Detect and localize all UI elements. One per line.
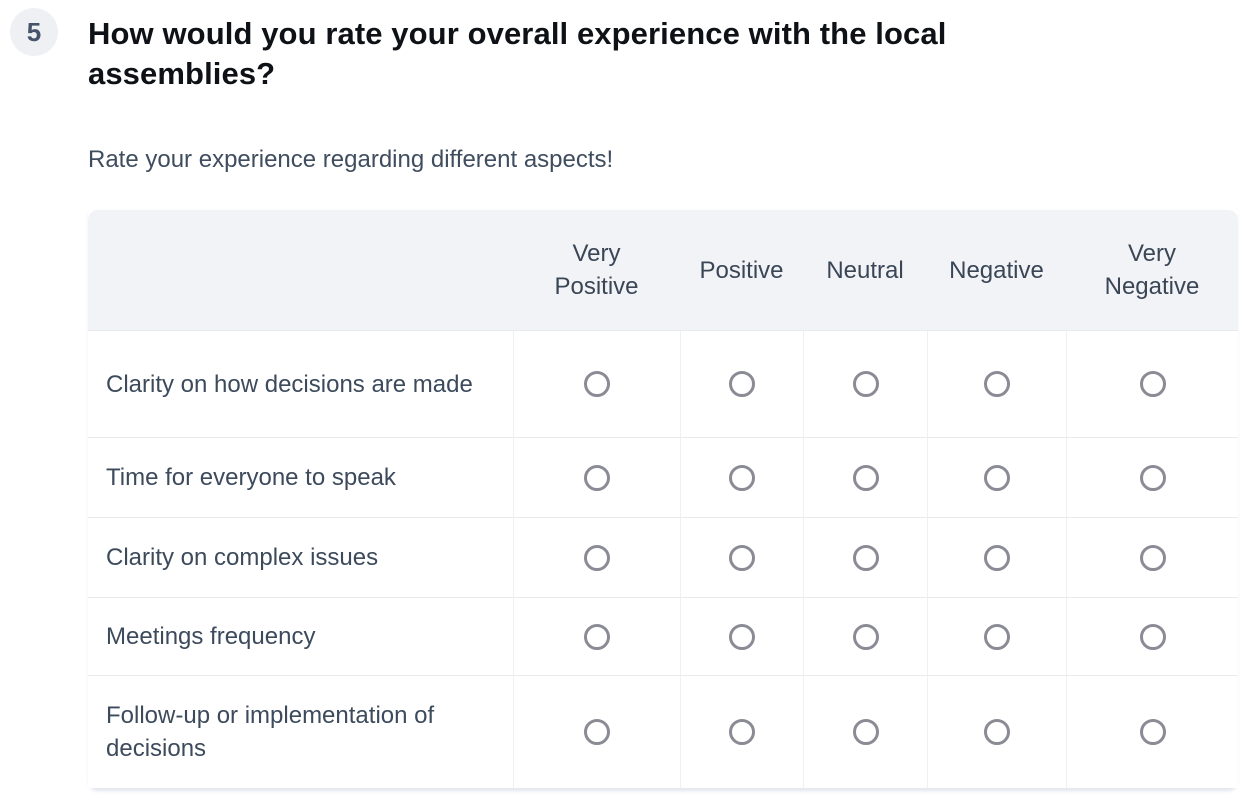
- radio-row3-col2[interactable]: [852, 623, 879, 650]
- matrix-cell: [513, 517, 680, 597]
- radio-row0-col3[interactable]: [984, 371, 1010, 397]
- matrix-cell: [680, 437, 803, 517]
- matrix-cell: [803, 597, 927, 675]
- radio-row4-col3[interactable]: [984, 719, 1010, 745]
- matrix-column-header-label: Very Negative: [1104, 240, 1200, 300]
- matrix-column-header: Neutral: [803, 210, 927, 330]
- matrix-row-label: Clarity on how decisions are made: [88, 330, 513, 437]
- question-number-badge: 5: [10, 8, 58, 56]
- question-title: How would you rate your overall experien…: [88, 16, 947, 91]
- matrix-column-header: Negative: [927, 210, 1066, 330]
- radio-row0-col2[interactable]: [852, 371, 879, 397]
- matrix-cell: [513, 330, 680, 437]
- matrix-cell: [1066, 437, 1238, 517]
- matrix-row-label: Time for everyone to speak: [88, 437, 513, 517]
- radio-row0-col0[interactable]: [584, 371, 610, 397]
- radio-row3-col4[interactable]: [1139, 623, 1166, 650]
- matrix-cell: [1066, 675, 1238, 788]
- question-number: 5: [26, 16, 42, 47]
- radio-row1-col1[interactable]: [729, 464, 755, 491]
- matrix-column-header: Very Positive: [513, 210, 680, 330]
- radio-row2-col0[interactable]: [584, 544, 610, 571]
- radio-row1-col3[interactable]: [984, 464, 1010, 491]
- radio-row2-col1[interactable]: [729, 544, 755, 571]
- matrix-row-label: Clarity on complex issues: [88, 517, 513, 597]
- matrix-cell: [680, 675, 803, 788]
- matrix-cell: [513, 675, 680, 788]
- matrix-cell: [1066, 330, 1238, 437]
- matrix-cell: [680, 597, 803, 675]
- matrix-cell: [927, 517, 1066, 597]
- matrix-column-header: Positive: [680, 210, 803, 330]
- radio-row1-col4[interactable]: [1139, 464, 1166, 491]
- matrix-cell: [803, 517, 927, 597]
- matrix-column-header-label: Neutral: [826, 256, 904, 284]
- radio-row3-col0[interactable]: [584, 623, 610, 650]
- matrix-cell: [680, 517, 803, 597]
- matrix-cell: [927, 675, 1066, 788]
- matrix-cell: [513, 597, 680, 675]
- rating-matrix-table: Very Positive Positive Neutral Negative Very…: [88, 210, 1238, 790]
- radio-row3-col1[interactable]: [729, 623, 755, 650]
- matrix-row-label: Meetings frequency: [88, 597, 513, 675]
- radio-row4-col0[interactable]: [584, 719, 610, 745]
- matrix-row-label-text: Time for everyone to speak: [106, 464, 396, 491]
- matrix-column-header-label: Very Positive: [554, 240, 639, 300]
- radio-row4-col2[interactable]: [852, 719, 879, 745]
- matrix-cell: [1066, 597, 1238, 675]
- matrix-cell: [513, 437, 680, 517]
- radio-row4-col1[interactable]: [729, 719, 755, 745]
- matrix-cell: [803, 437, 927, 517]
- matrix-cell: [927, 597, 1066, 675]
- radio-row2-col4[interactable]: [1139, 544, 1166, 571]
- matrix-cell: [680, 330, 803, 437]
- matrix-column-header-label: Positive: [699, 256, 784, 284]
- matrix-cell: [803, 675, 927, 788]
- matrix-column-header: Very Negative: [1066, 210, 1238, 330]
- radio-row1-col0[interactable]: [584, 464, 610, 491]
- radio-row3-col3[interactable]: [984, 623, 1010, 650]
- radio-row0-col1[interactable]: [729, 371, 755, 397]
- matrix-row-label-text: Clarity on how decisions are made: [106, 370, 473, 398]
- radio-row2-col3[interactable]: [984, 544, 1010, 571]
- matrix-cell: [803, 330, 927, 437]
- matrix-row-label-text: Follow-up or implementation of decisions: [106, 702, 435, 762]
- matrix-column-header-label: Negative: [949, 256, 1044, 284]
- matrix-row-label: Follow-up or implementation of decisions: [88, 675, 513, 788]
- matrix-cell: [1066, 517, 1238, 597]
- matrix-corner-cell: [88, 210, 513, 330]
- matrix-cell: [927, 330, 1066, 437]
- radio-row2-col2[interactable]: [852, 544, 879, 571]
- matrix-row-label-text: Clarity on complex issues: [106, 544, 379, 571]
- matrix-cell: [927, 437, 1066, 517]
- radio-row1-col2[interactable]: [852, 464, 879, 491]
- question-description: Rate your experience regarding different…: [88, 146, 614, 173]
- radio-row4-col4[interactable]: [1139, 719, 1166, 745]
- radio-row0-col4[interactable]: [1139, 371, 1166, 397]
- matrix-row-label-text: Meetings frequency: [106, 623, 316, 650]
